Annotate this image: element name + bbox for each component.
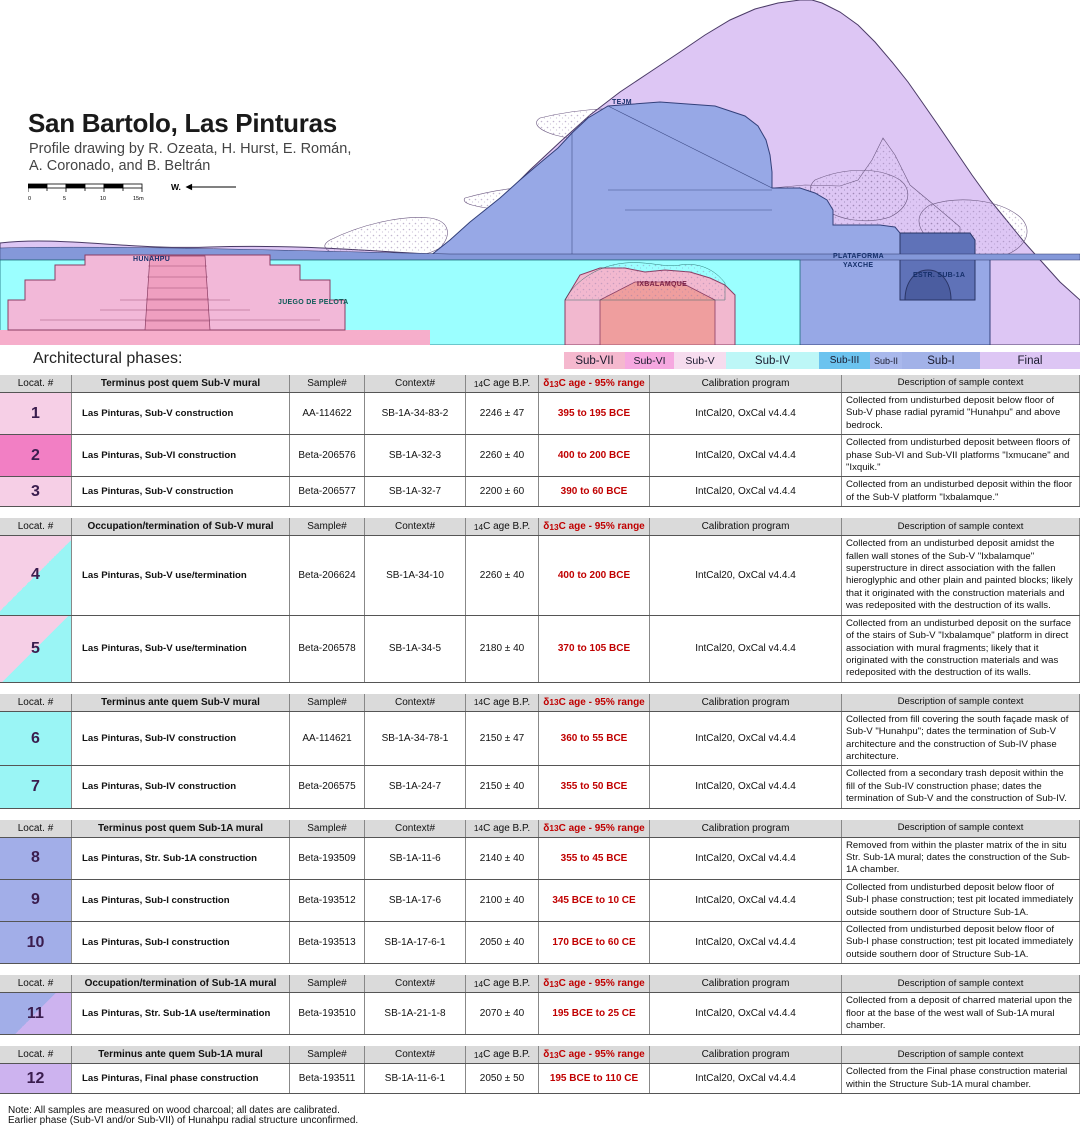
svg-text:5: 5 <box>63 196 66 202</box>
svg-text:15m: 15m <box>133 196 144 202</box>
svg-text:W.: W. <box>171 182 181 192</box>
svg-text:0: 0 <box>28 196 31 202</box>
svg-text:10: 10 <box>100 196 106 202</box>
